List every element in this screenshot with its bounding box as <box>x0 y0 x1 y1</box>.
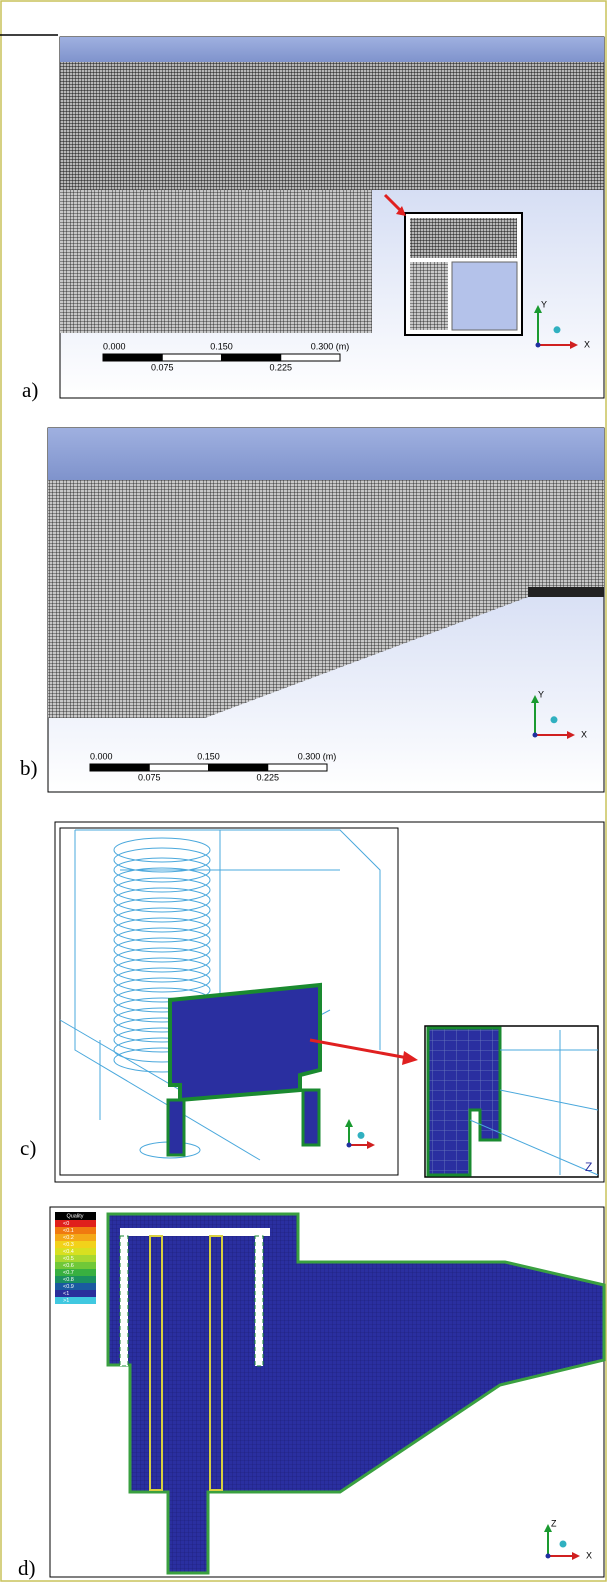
rect <box>60 37 604 62</box>
panel-d: Quality<0<0.1<0.2<0.3<0.4<0.5<0.6<0.7<0.… <box>50 1207 604 1577</box>
legend-label: <0.2 <box>63 1235 74 1241</box>
origin <box>347 1143 352 1148</box>
page: {"panels": [ {"label": "a)", "scale_top"… <box>0 0 608 1588</box>
rect <box>210 1236 222 1490</box>
scale-segment <box>103 354 162 361</box>
legend-swatch <box>55 1262 96 1269</box>
panel-b <box>48 428 604 792</box>
scale-label: 0.075 <box>151 362 174 372</box>
rect <box>410 218 517 258</box>
scale-label: 0.000 <box>90 751 113 761</box>
legend-title: Quality <box>66 1213 83 1219</box>
axis-label: X <box>581 729 587 739</box>
view-ball <box>560 1541 567 1548</box>
scale-label: 0.150 <box>197 751 220 761</box>
rect <box>168 1100 184 1155</box>
origin <box>533 733 538 738</box>
legend-label: <0.9 <box>63 1284 74 1290</box>
panel-label: d) <box>18 1556 36 1580</box>
scale-segment <box>268 764 327 771</box>
rect <box>60 190 372 333</box>
scale-label: 0.000 <box>103 341 126 351</box>
scale-label: 0.225 <box>269 362 292 372</box>
scale-segment <box>222 354 281 361</box>
legend-label: >1 <box>63 1298 69 1304</box>
legend-swatch <box>55 1255 96 1262</box>
panel-c <box>55 822 604 1182</box>
rect <box>150 1236 162 1490</box>
legend-swatch <box>55 1227 96 1234</box>
rect <box>48 428 604 480</box>
legend-label: <0.6 <box>63 1263 74 1269</box>
rect <box>303 1090 319 1145</box>
legend-swatch <box>55 1297 96 1304</box>
legend-swatch <box>55 1276 96 1283</box>
scale-label: 0.150 <box>210 341 233 351</box>
axis-label: X <box>586 1550 592 1560</box>
legend-swatch <box>55 1290 96 1297</box>
legend-swatch <box>55 1220 96 1227</box>
axis-label: Z <box>585 1160 592 1174</box>
legend-swatch <box>55 1234 96 1241</box>
scale-segment <box>90 764 149 771</box>
legend-label: <0.4 <box>63 1249 74 1255</box>
legend-label: <0.8 <box>63 1277 74 1283</box>
rect <box>410 262 448 330</box>
scale-label: 0.300 (m) <box>298 751 337 761</box>
origin <box>546 1554 551 1559</box>
body: a) b) c) Z Quality <0<0.1<0.2<0.3<0.4<0.5… <box>0 0 608 1588</box>
view-ball <box>358 1132 365 1139</box>
scale-segment <box>209 764 268 771</box>
rect <box>255 1236 263 1366</box>
rect <box>452 262 517 330</box>
legend-swatch <box>55 1269 96 1276</box>
view-ball <box>554 326 561 333</box>
rect <box>60 62 604 190</box>
scale-segment <box>149 764 208 771</box>
view-ball <box>551 716 558 723</box>
legend-label: <0.7 <box>63 1270 74 1276</box>
legend-label: <0.3 <box>63 1242 74 1248</box>
figure: a) b) c) Z Quality <0<0.1<0.2<0.3<0.4<0.5… <box>0 0 608 1583</box>
axis-label: Y <box>541 299 547 309</box>
rect <box>120 1236 128 1366</box>
path <box>170 985 320 1100</box>
rect <box>528 587 604 597</box>
axis-label: Y <box>538 689 544 699</box>
axis-label: X <box>584 339 590 349</box>
g: Quality<0<0.1<0.2<0.3<0.4<0.5<0.6<0.7<0.… <box>55 1212 96 1304</box>
panel-label: a) <box>22 378 38 402</box>
legend-label: <1 <box>63 1291 69 1297</box>
panel-label: c) <box>20 1136 36 1160</box>
axis-label: Z <box>551 1518 557 1528</box>
rect <box>120 1228 270 1236</box>
legend-swatch <box>55 1241 96 1248</box>
legend-swatch <box>55 1248 96 1255</box>
origin <box>536 343 541 348</box>
scale-label: 0.225 <box>256 772 279 782</box>
scale-label: 0.300 (m) <box>311 341 350 351</box>
scale-segment <box>162 354 221 361</box>
panel-label: b) <box>20 756 38 780</box>
legend-label: <0.1 <box>63 1228 74 1234</box>
legend-swatch <box>55 1283 96 1290</box>
scale-segment <box>281 354 340 361</box>
legend-label: <0.5 <box>63 1256 74 1262</box>
legend-label: <0 <box>63 1221 69 1227</box>
scale-label: 0.075 <box>138 772 161 782</box>
